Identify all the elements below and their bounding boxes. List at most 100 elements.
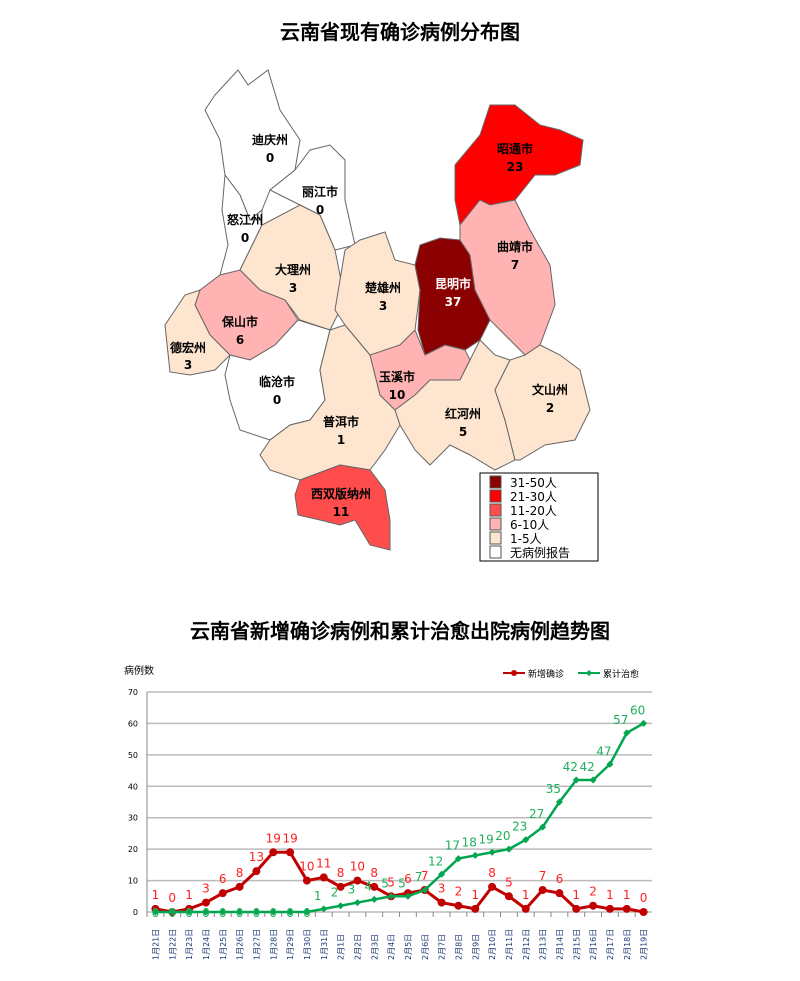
region-name: 保山市 — [221, 314, 258, 329]
data-label: 1 — [152, 888, 160, 902]
map-title: 云南省现有确诊病例分布图 — [280, 20, 520, 44]
legend-swatch — [489, 517, 502, 531]
data-point-new-cases — [437, 898, 446, 907]
y-tick-label: 70 — [128, 688, 138, 697]
data-label: 60 — [630, 703, 645, 717]
data-label: 20 — [495, 829, 510, 843]
x-tick-label: 2月13日 — [539, 929, 548, 960]
data-label: 8 — [488, 866, 496, 880]
y-tick-label: 40 — [128, 782, 138, 791]
region-value: 6 — [236, 333, 244, 347]
data-point-cured — [219, 908, 227, 916]
region-name: 德宏州 — [170, 340, 206, 355]
x-tick-label: 2月12日 — [522, 929, 531, 960]
data-label: 0 — [269, 906, 277, 920]
x-tick-label: 2月4日 — [387, 934, 396, 960]
x-tick-label: 2月14日 — [555, 929, 564, 960]
x-tick-label: 2月3日 — [370, 934, 379, 960]
data-label: 4 — [364, 879, 372, 893]
legend-swatch — [489, 531, 502, 545]
data-point-cured — [572, 776, 580, 784]
region-value: 3 — [184, 358, 192, 372]
region-name: 大理州 — [275, 262, 311, 277]
x-tick-label: 2月1日 — [337, 934, 346, 960]
data-label: 0 — [168, 906, 176, 920]
x-tick-label: 1月27日 — [252, 929, 261, 960]
data-point-new-cases — [235, 882, 244, 891]
data-label: 10 — [299, 860, 314, 874]
y-tick-label: 10 — [128, 877, 138, 886]
region-value: 3 — [289, 281, 297, 295]
region-name: 西双版纳州 — [311, 486, 371, 501]
region-wenshan[interactable] — [494, 344, 591, 461]
region-name: 曲靖市 — [497, 239, 533, 254]
data-point-cured — [151, 908, 159, 916]
legend-label: 累计治愈 — [603, 668, 639, 680]
data-point-new-cases — [589, 901, 598, 910]
x-tick-label: 2月5日 — [404, 934, 413, 960]
data-label: 8 — [370, 866, 378, 880]
region-name: 昭通市 — [497, 141, 533, 156]
data-point-cured — [589, 776, 597, 784]
region-value: 1 — [337, 433, 345, 447]
region-value: 3 — [379, 299, 387, 313]
data-label: 6 — [556, 872, 564, 886]
region-name: 迪庆州 — [252, 132, 288, 147]
data-point-new-cases — [218, 889, 227, 898]
data-point-new-cases — [639, 908, 648, 916]
data-label: 1 — [572, 888, 580, 902]
region-value: 2 — [546, 401, 554, 415]
data-label: 1 — [471, 888, 479, 902]
legend-label: 1-5人 — [510, 532, 542, 546]
data-label: 7 — [415, 870, 423, 884]
x-tick-label: 1月24日 — [202, 929, 211, 960]
region-value: 37 — [445, 295, 462, 309]
data-point-cured — [505, 845, 513, 853]
data-point-cured — [168, 908, 176, 916]
data-point-cured — [623, 729, 631, 737]
data-point-cured — [640, 719, 648, 727]
region-xishuangbanna[interactable] — [294, 464, 391, 551]
data-label: 1 — [606, 888, 614, 902]
x-tick-label: 1月22日 — [168, 929, 177, 960]
data-label: 0 — [202, 906, 210, 920]
data-point-cured — [404, 892, 412, 900]
legend-swatch — [489, 503, 502, 517]
data-point-new-cases — [471, 904, 480, 913]
data-label: 0 — [219, 906, 227, 920]
region-name: 昆明市 — [435, 276, 471, 291]
legend-label: 新增确诊 — [528, 668, 564, 680]
data-point-new-cases — [252, 867, 261, 876]
data-label: 5 — [381, 876, 389, 890]
y-tick-label: 30 — [128, 814, 138, 823]
data-label: 42 — [579, 760, 594, 774]
legend-swatch — [489, 489, 502, 503]
data-label: 0 — [303, 906, 311, 920]
x-tick-label: 2月17日 — [606, 929, 615, 960]
region-dehong[interactable] — [164, 289, 231, 376]
data-label: 1 — [623, 888, 631, 902]
data-label: 0 — [640, 891, 648, 905]
data-label: 0 — [152, 906, 160, 920]
region-value: 23 — [507, 160, 524, 174]
y-tick-label: 60 — [128, 719, 138, 728]
data-point-new-cases — [302, 876, 311, 885]
data-label: 6 — [404, 872, 412, 886]
x-tick-label: 2月6日 — [421, 934, 430, 960]
data-point-new-cases — [201, 898, 210, 907]
data-point-cured — [353, 899, 361, 907]
data-point-new-cases — [622, 904, 631, 913]
x-tick-label: 1月21日 — [151, 929, 160, 960]
y-tick-label: 50 — [128, 751, 138, 760]
data-point-new-cases — [605, 904, 614, 913]
data-point-cured — [606, 760, 614, 768]
region-name: 玉溪市 — [379, 369, 415, 384]
x-tick-label: 1月29日 — [286, 929, 295, 960]
region-value: 0 — [241, 231, 249, 245]
data-point-cured — [252, 908, 260, 916]
data-label: 5 — [398, 876, 406, 890]
data-point-new-cases — [521, 904, 530, 913]
data-label: 13 — [249, 850, 264, 864]
